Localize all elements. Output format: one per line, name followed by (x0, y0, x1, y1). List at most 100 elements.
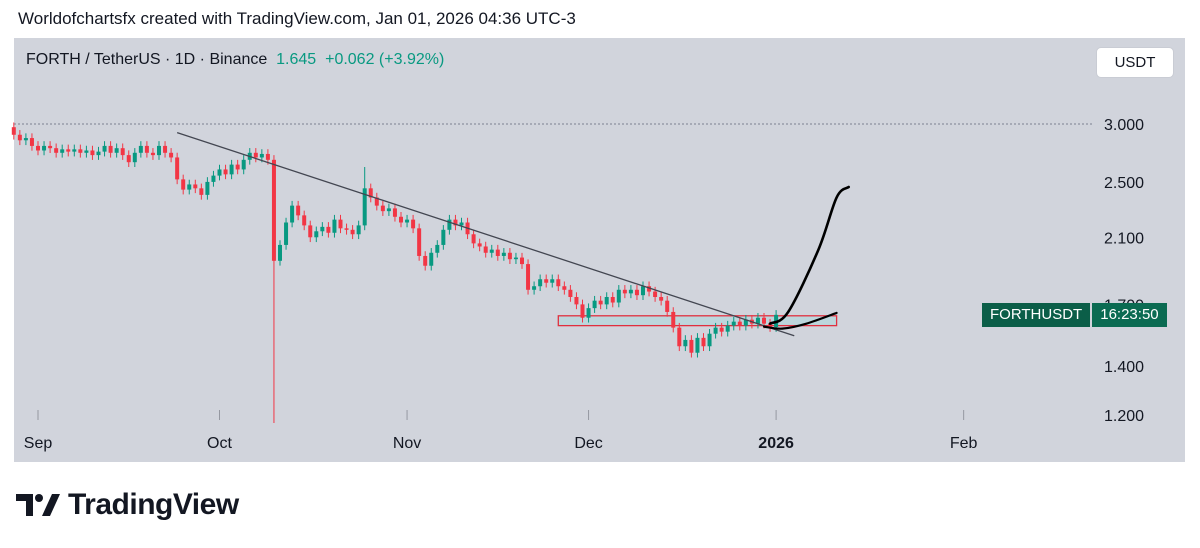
candle-body (556, 279, 561, 287)
candle-body (326, 226, 331, 233)
price-axis-label: 2.500 (1104, 175, 1144, 192)
candle-body (48, 145, 53, 149)
candle-body (138, 145, 143, 153)
candle-body (520, 257, 524, 265)
symbol-name: FORTH / TetherUS · 1D · Binance (26, 51, 268, 68)
candle-body (532, 286, 537, 290)
candle-body (592, 300, 597, 309)
candle-body (265, 153, 270, 160)
candle-body (296, 205, 301, 216)
candle-body (157, 145, 161, 156)
candle-body (187, 184, 192, 190)
time-axis-label: Nov (393, 435, 421, 452)
time-axis-label: Feb (950, 435, 978, 452)
candle-body (278, 244, 282, 261)
candle-body (175, 157, 180, 180)
candle-body (731, 321, 736, 326)
candle-body (622, 289, 627, 294)
chart-credit: Worldofchartsfx created with TradingView… (18, 9, 576, 28)
candle-body (392, 208, 397, 217)
time-axis-label: 2026 (758, 435, 794, 452)
candle-body (241, 159, 246, 170)
candle-body (374, 197, 379, 206)
candle-body (405, 219, 410, 223)
tradingview-logo-icon (16, 494, 60, 516)
candle-body (217, 169, 222, 176)
candle-body (526, 264, 531, 290)
candle-body (11, 127, 16, 135)
candle-body (628, 289, 633, 294)
candle-body (344, 228, 349, 230)
trendline[interactable] (176, 131, 795, 337)
candle-body (604, 296, 609, 305)
candle-body (60, 149, 65, 153)
candle-body (737, 321, 742, 326)
chart-panel[interactable] (14, 38, 1185, 462)
candle-body (199, 188, 204, 195)
candle-body (66, 149, 71, 152)
price-badge: FORTHUSDT 16:23:50 (982, 303, 1167, 327)
candle-body (755, 317, 760, 324)
candle-body (507, 252, 512, 260)
candle-body (634, 289, 639, 296)
candle-body (538, 279, 543, 287)
candle-body (574, 296, 579, 305)
candle-body (120, 148, 125, 156)
candle-body (368, 188, 373, 198)
price-axis-label: 1.400 (1104, 359, 1144, 376)
candle-body (84, 150, 89, 153)
candle-body (725, 325, 730, 332)
candle-body (665, 300, 670, 312)
candle-body (259, 153, 264, 158)
time-axis-label: Dec (574, 435, 602, 452)
candle-body (568, 289, 573, 297)
candle-body (144, 145, 149, 153)
candle-body (477, 243, 482, 247)
candle-body (17, 134, 22, 141)
candle-body (96, 151, 101, 156)
candle-body (713, 327, 718, 334)
price-axis-label: 2.100 (1104, 230, 1144, 247)
candle-body (271, 159, 276, 261)
candle-body (78, 149, 83, 153)
time-axis[interactable]: Sep Oct Nov Dec 2026 Feb (24, 410, 978, 452)
candle-body (29, 138, 34, 146)
candle-body (610, 296, 615, 303)
tradingview-logo[interactable]: TradingView (16, 488, 239, 522)
candle-body (36, 145, 40, 151)
candle-body (229, 164, 234, 175)
badge-ticker: FORTHUSDT (982, 303, 1091, 327)
candle-body (768, 323, 773, 328)
candle-body (42, 145, 47, 151)
candle-body (417, 228, 422, 256)
time-axis-label: Sep (24, 435, 53, 452)
candle-body (132, 152, 137, 163)
candle-body (701, 337, 706, 347)
candle-body (743, 319, 748, 326)
candle-body (362, 188, 367, 226)
candle-body (562, 286, 567, 290)
tradingview-logo-text: TradingView (68, 488, 239, 521)
candle-body (350, 229, 355, 235)
projection-path-bullish[interactable] (768, 185, 850, 325)
candle-body (616, 289, 621, 303)
candle-body (683, 339, 688, 347)
candle-body (513, 257, 518, 260)
candle-body (235, 164, 240, 170)
candle-body (338, 219, 343, 229)
candle-body (380, 205, 385, 212)
support-zone[interactable] (557, 315, 838, 327)
candle-body (90, 150, 95, 156)
currency-button[interactable]: USDT (1096, 47, 1174, 78)
candle-body (471, 234, 476, 244)
candle-body (181, 179, 186, 190)
candle-body (302, 215, 307, 226)
projection-path-base[interactable] (762, 311, 838, 330)
candle-body (193, 184, 198, 189)
candle-body (586, 308, 591, 318)
candle-body (399, 216, 403, 223)
candle-body (108, 145, 113, 153)
candle-body (677, 327, 682, 347)
